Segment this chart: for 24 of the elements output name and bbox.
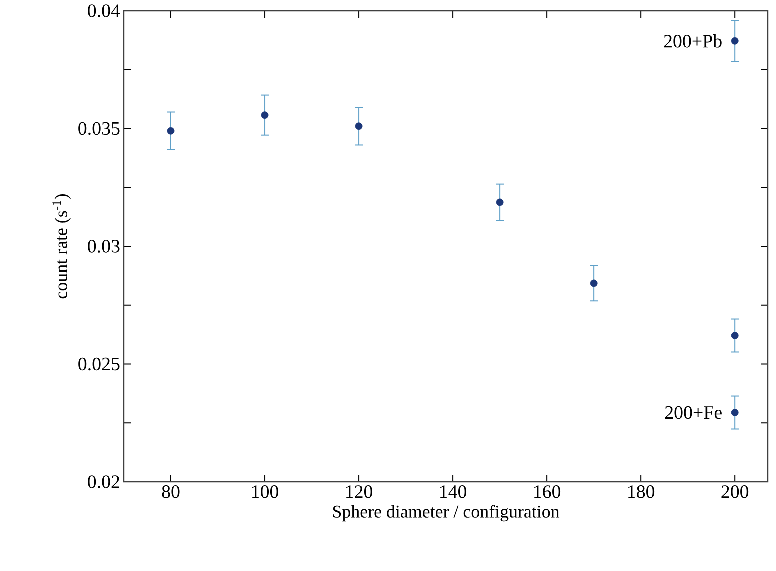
x-tick-label: 100 xyxy=(252,486,278,498)
point xyxy=(731,332,739,340)
point xyxy=(496,198,504,206)
y-tick-label: 0.04 xyxy=(88,4,120,18)
annotation: 200+Fe xyxy=(665,406,722,420)
x-axis-title: Sphere diameter / configuration xyxy=(333,505,560,522)
point xyxy=(590,280,598,288)
point xyxy=(731,409,739,416)
x-tick-label: 200 xyxy=(722,486,749,498)
point xyxy=(731,37,739,45)
y-tick-label: 0.025 xyxy=(78,358,120,371)
point xyxy=(355,122,363,130)
x-tick-label: 140 xyxy=(440,486,467,498)
x-tick-label: 120 xyxy=(346,486,373,498)
point xyxy=(167,127,175,135)
point xyxy=(261,112,269,120)
y-tick-label: 0.035 xyxy=(78,122,120,136)
y-tick-label: 0.02 xyxy=(88,476,120,488)
y-axis-title: count rate (s$^{-1}$) xyxy=(52,194,72,299)
x-tick-label: 160 xyxy=(534,486,561,498)
annotation: 200+Pb xyxy=(664,34,722,48)
x-tick-label: 80 xyxy=(162,486,180,498)
y-tick-label: 0.03 xyxy=(88,240,120,253)
x-tick-label: 180 xyxy=(628,486,655,498)
